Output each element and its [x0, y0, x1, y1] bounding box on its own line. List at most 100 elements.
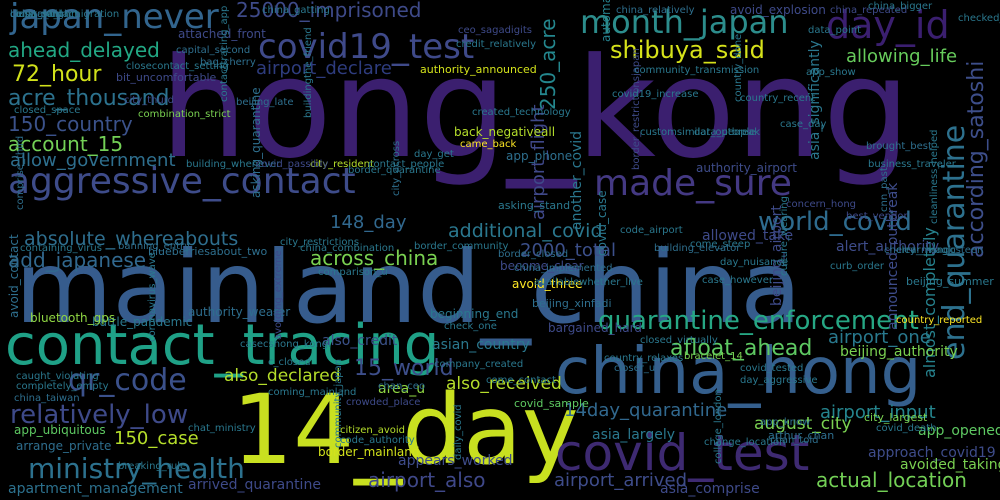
cloud-word: avoid_contact	[7, 234, 21, 318]
cloud-word: chan_ceo	[378, 381, 426, 392]
cloud-word: code_authority	[340, 435, 415, 446]
cloud-word: quarantine_enforcement	[598, 306, 919, 336]
cloud-word: asia_comprise	[660, 481, 760, 497]
cloud-word: apartment_management	[8, 481, 183, 497]
cloud-word: attached_front	[178, 27, 266, 41]
cloud-word: shibuya_said	[610, 36, 765, 64]
cloud-word: 14_day	[232, 374, 579, 486]
cloud-word: arthur_chan	[768, 429, 835, 442]
cloud-word: building_whenever	[186, 159, 281, 170]
cloud-word: china_combination	[300, 243, 395, 254]
cloud-word: actual_location	[816, 468, 967, 492]
cloud-word: also_declared	[224, 366, 341, 386]
cloud-word: beijing_high	[10, 9, 71, 20]
cloud-word: come_contact	[486, 375, 556, 386]
cloud-word: 72_hour	[12, 62, 102, 87]
cloud-word: culture_wearing	[779, 196, 790, 276]
cloud-word: community_japan	[333, 358, 344, 448]
cloud-word: airport_one	[828, 327, 931, 348]
cloud-word: closed_virtually	[640, 335, 718, 346]
cloud-word: hong_kong	[160, 28, 911, 189]
cloud-word: allowed_take	[702, 228, 794, 244]
cloud-word: contact_people	[368, 159, 445, 170]
cloud-word: city_restrictions	[280, 237, 360, 248]
cloud-word: covid_death	[876, 423, 937, 434]
cloud-word: constant_immigration	[10, 9, 120, 20]
cloud-word: coming_mainland	[268, 387, 357, 398]
cloud-word: additional_covid	[448, 220, 603, 242]
cloud-word: app_phone	[506, 149, 573, 163]
cloud-word: beijing_xinfadi	[532, 297, 612, 310]
cloud-word: ministry_health	[28, 452, 245, 485]
cloud-word: authority_announced	[420, 63, 537, 76]
cloud-word: checked_temperature	[958, 13, 1000, 24]
cloud-word: buildingthe_friend	[303, 27, 314, 118]
cloud-word: asking_stand	[498, 199, 571, 212]
cloud-word: avoiding_extreme	[273, 250, 284, 340]
cloud-word: august_city	[754, 414, 852, 434]
cloud-word: app_ubiquitous	[14, 423, 106, 437]
cloud-word: airport_also	[368, 468, 486, 492]
cloud-word: brought_best	[866, 141, 932, 152]
cloud-word: add_japanese	[8, 248, 147, 272]
cloud-word: app_opened	[918, 423, 1000, 439]
cloud-word: comparison_u	[318, 267, 388, 278]
cloud-word: containing_virus	[20, 243, 102, 254]
cloud-word: day_id	[826, 3, 950, 47]
cloud-word: crowded_place	[346, 397, 421, 408]
cloud-word: bag_cherry	[200, 57, 256, 68]
cloud-word: covid_case	[595, 190, 609, 256]
cloud-word: automated_yesorno	[599, 0, 613, 42]
cloud-word: caught_violating	[16, 371, 99, 382]
cloud-word: border_quarantine	[348, 165, 441, 176]
cloud-word: arrived_quarantine	[188, 477, 321, 493]
cloud-word: 150_case	[114, 428, 199, 449]
cloud-word: china_said	[10, 9, 63, 20]
cloud-word: city_largest	[864, 411, 928, 424]
cloud-word: 14day_quarantine	[564, 400, 728, 421]
cloud-word: approach_covid19	[868, 445, 996, 461]
cloud-word: afloat_ahead	[670, 336, 813, 361]
cloud-word: 250_acre	[536, 18, 560, 110]
cloud-word: another_covid	[569, 130, 585, 230]
cloud-word: bit_uncomfortable	[116, 71, 217, 84]
cloud-word: country_relaxes	[604, 353, 684, 364]
cloud-word: ceo_sagadigits	[458, 25, 532, 36]
cloud-word: covid_passibly	[256, 159, 329, 170]
cloud-word: c_closed	[268, 357, 311, 368]
cloud-word: authority_airport	[696, 161, 797, 175]
cloud-word: best_vendor	[846, 211, 908, 222]
cloud-word: become_clear	[500, 259, 584, 273]
cloud-word: beijing_summer	[906, 275, 994, 288]
cloud-word: aggressive_contact	[8, 161, 356, 202]
cloud-word: account_15	[8, 132, 124, 156]
cloud-word: daily_covid	[453, 404, 464, 460]
cloud-word: covid19_increase	[612, 89, 699, 100]
cloud-word: airport_declare	[256, 58, 392, 79]
cloud-word: chat_ministry	[188, 423, 256, 434]
cloud-word: 2000_total	[520, 240, 616, 261]
cloud-word: banning_entry	[118, 241, 191, 252]
cloud-word: relatively_low	[10, 400, 189, 430]
cloud-word: credit_relatively	[456, 39, 537, 50]
cloud-word: month_japan	[580, 3, 789, 41]
cloud-word: avoided_taking	[900, 457, 1000, 473]
cloud-word: 15_world	[354, 356, 454, 381]
cloud-word: back_negativeall	[454, 125, 556, 139]
cloud-word: beijing_late	[236, 97, 294, 108]
cloud-word: code_airport	[620, 225, 683, 236]
cloud-word: college_london	[713, 389, 724, 464]
cloud-word: curb_order	[830, 261, 884, 272]
cloud-word: acre_thousand	[8, 86, 170, 111]
cloud-word: chan_told	[770, 435, 819, 446]
cloud-word: change_location	[704, 437, 786, 448]
cloud-word: mainland_china	[15, 229, 802, 346]
cloud-word: appears_worked	[398, 453, 513, 469]
cloud-word: capital_second	[176, 45, 251, 56]
cloud-word: across_china	[310, 246, 439, 270]
cloud-word: airport_arrived	[554, 470, 687, 491]
cloud-word: close_contact	[10, 9, 79, 20]
cloud-word: city_resident	[310, 159, 374, 170]
cloud-word: breaking_rule	[118, 461, 187, 472]
